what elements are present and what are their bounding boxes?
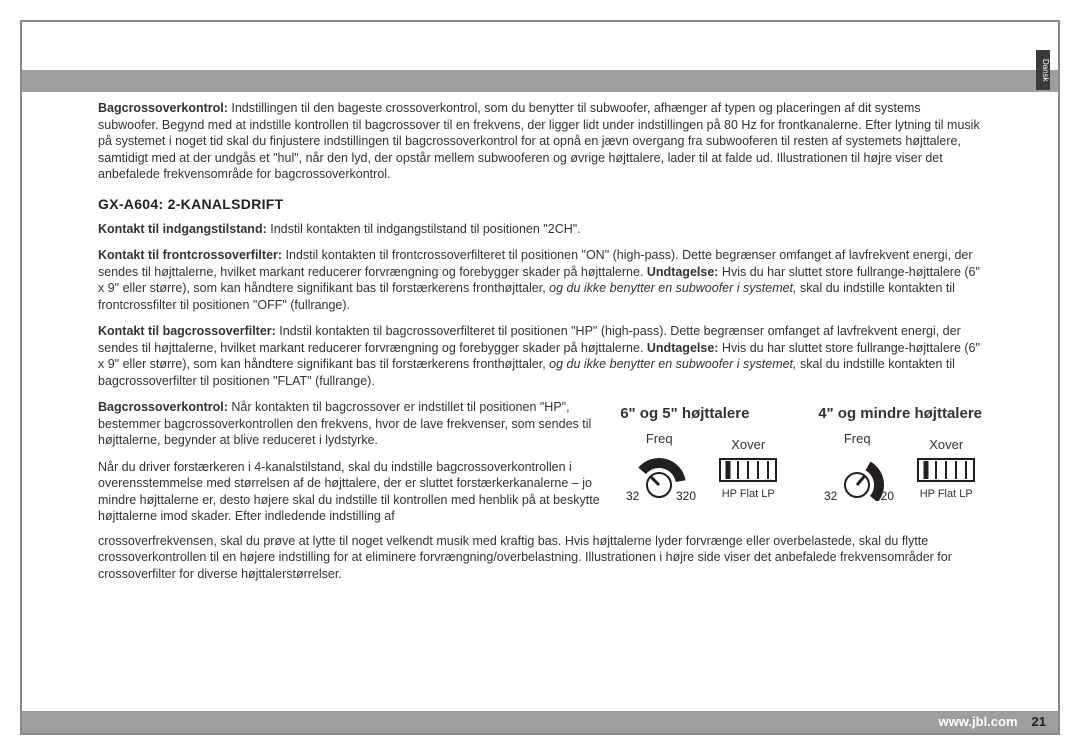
diagram-column: 6" og 5" højttalere Freq 32 320 Xov bbox=[620, 399, 982, 501]
p5: Når du driver forstærkeren i 4-kanalstil… bbox=[98, 459, 600, 525]
p3-italic: og du ikke benytter en subwoofer i syste… bbox=[549, 357, 796, 371]
diagram-right-title: 4" og mindre højttalere bbox=[818, 404, 982, 424]
p3-bold: Kontakt til bagcrossoverfilter: bbox=[98, 324, 276, 338]
diagram-left-title: 6" og 5" højttalere bbox=[620, 404, 778, 424]
switch-icon bbox=[718, 457, 778, 485]
p1: Kontakt til indgangstilstand: Indstil ko… bbox=[98, 221, 982, 238]
intro-text: Indstillingen til den bageste crossoverk… bbox=[98, 101, 980, 181]
freq-knob-left: Freq 32 320 bbox=[620, 430, 698, 501]
xover-sublabels: HP Flat LP bbox=[722, 487, 775, 502]
intro-bold: Bagcrossoverkontrol: bbox=[98, 101, 228, 115]
knob-icon: 32 320 bbox=[818, 451, 896, 501]
svg-text:320: 320 bbox=[676, 489, 696, 501]
footer-text: www.jbl.com 21 bbox=[939, 711, 1046, 733]
xover-switch-left: Xover HP Flat LP bbox=[718, 436, 778, 502]
language-tab: Dansk bbox=[1036, 50, 1050, 90]
p3: Kontakt til bagcrossoverfilter: Indstil … bbox=[98, 323, 982, 389]
section-heading: GX-A604: 2-KANALSDRIFT bbox=[98, 195, 982, 213]
svg-text:32: 32 bbox=[626, 489, 640, 501]
p1-bold: Kontakt til indgangstilstand: bbox=[98, 222, 267, 236]
p1-text: Indstil kontakten til indgangstilstand t… bbox=[267, 222, 581, 236]
xover-label: Xover bbox=[731, 436, 765, 453]
xover-label: Xover bbox=[929, 436, 963, 453]
freq-knob-right: Freq 32 320 bbox=[818, 430, 896, 501]
p6: crossoverfrekvensen, skal du prøve at ly… bbox=[98, 533, 982, 583]
p2-bold2: Undtagelse: bbox=[647, 265, 719, 279]
freq-label: Freq bbox=[646, 430, 673, 447]
p3-bold2: Undtagelse: bbox=[647, 341, 719, 355]
header-bar bbox=[22, 70, 1058, 92]
p4: Bagcrossoverkontrol: Når kontakten til b… bbox=[98, 399, 600, 449]
footer-url: www.jbl.com bbox=[939, 714, 1018, 729]
diagram-right: 4" og mindre højttalere Freq 32 320 bbox=[818, 404, 982, 501]
switch-icon bbox=[916, 457, 976, 485]
freq-label: Freq bbox=[844, 430, 871, 447]
svg-text:32: 32 bbox=[824, 489, 838, 501]
p2-bold: Kontakt til frontcrossoverfilter: bbox=[98, 248, 282, 262]
page-content: Bagcrossoverkontrol: Indstillingen til d… bbox=[98, 100, 982, 592]
p2: Kontakt til frontcrossoverfilter: Indsti… bbox=[98, 247, 982, 313]
wrap-row: Bagcrossoverkontrol: Når kontakten til b… bbox=[98, 399, 982, 535]
p4-bold: Bagcrossoverkontrol: bbox=[98, 400, 228, 414]
diagram-left: 6" og 5" højttalere Freq 32 320 Xov bbox=[620, 404, 778, 501]
footer-bar: www.jbl.com 21 bbox=[22, 711, 1058, 733]
p2-italic: og du ikke benytter en subwoofer i syste… bbox=[549, 281, 796, 295]
intro-paragraph: Bagcrossoverkontrol: Indstillingen til d… bbox=[98, 100, 982, 183]
knob-icon: 32 320 bbox=[620, 451, 698, 501]
page-number: 21 bbox=[1032, 714, 1046, 729]
svg-text:320: 320 bbox=[874, 489, 894, 501]
text-column: Bagcrossoverkontrol: Når kontakten til b… bbox=[98, 399, 600, 535]
xover-switch-right: Xover HP Flat LP bbox=[916, 436, 976, 502]
xover-sublabels: HP Flat LP bbox=[920, 487, 973, 502]
